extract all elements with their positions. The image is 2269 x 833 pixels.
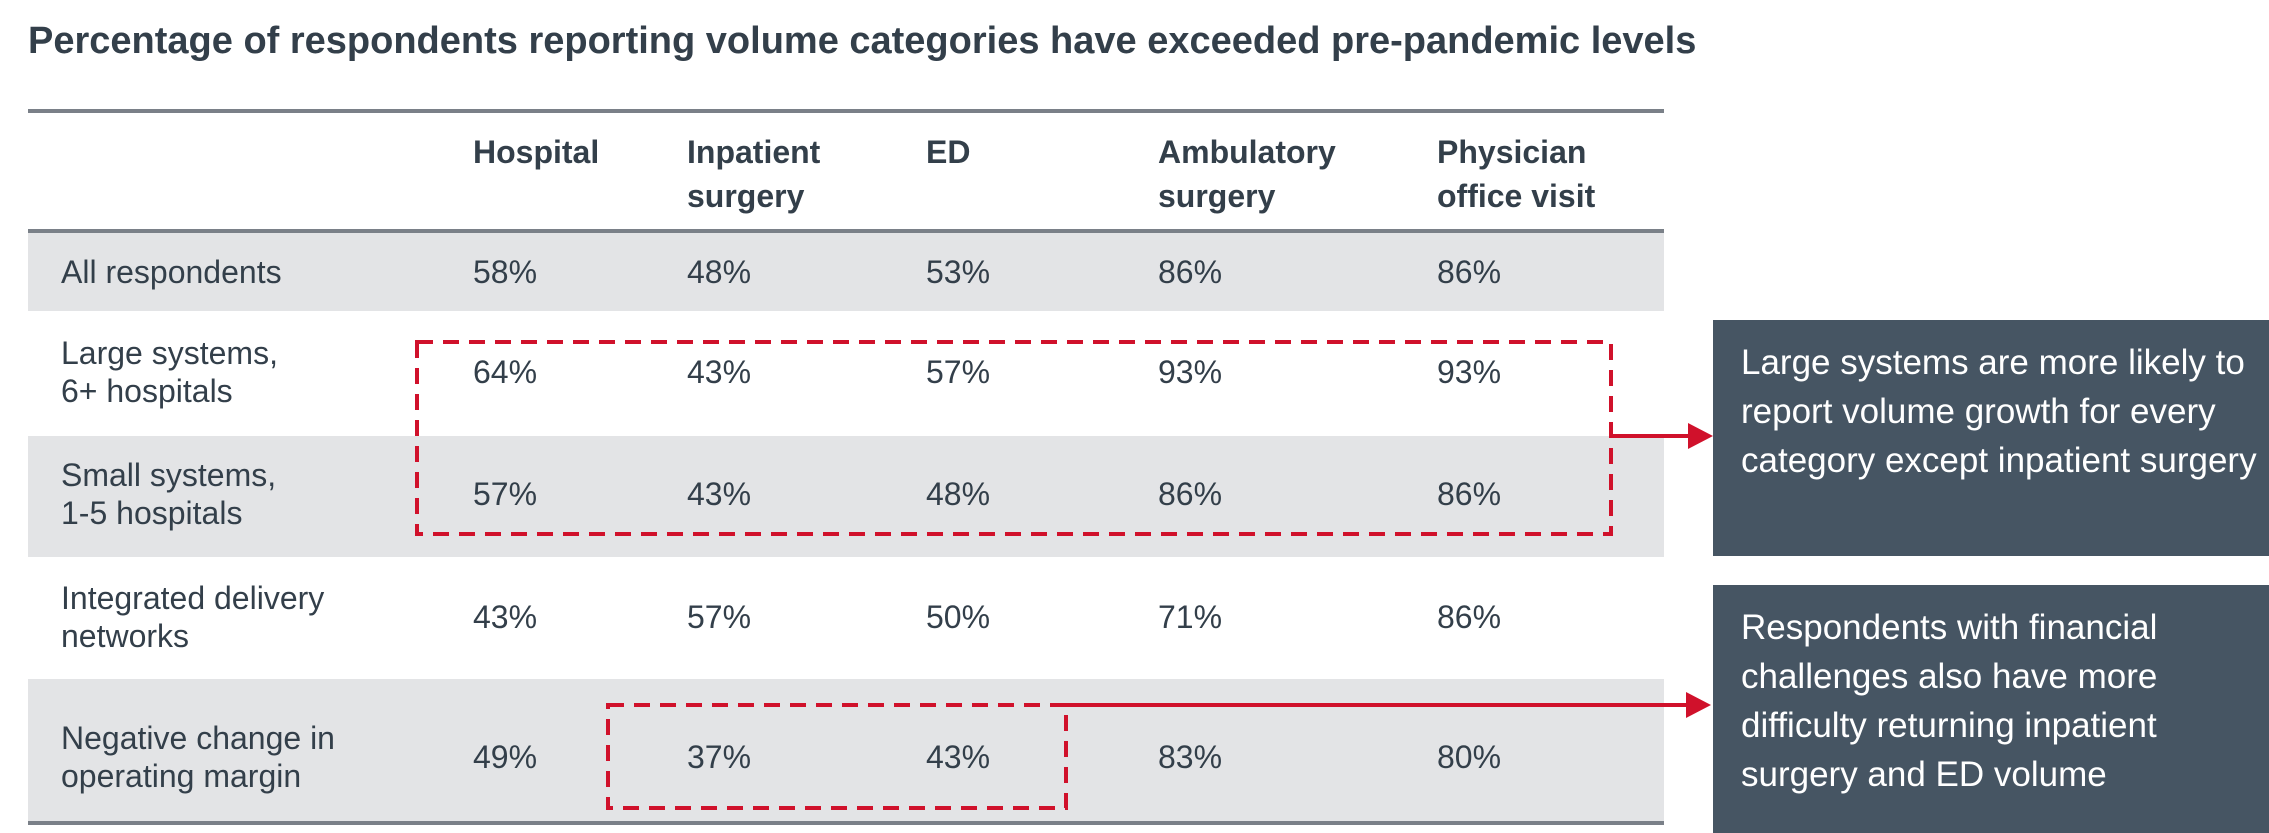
table-cell: 71% bbox=[1158, 599, 1223, 635]
table-cell: 43% bbox=[687, 354, 752, 390]
chart-title: Percentage of respondents reporting volu… bbox=[28, 20, 1697, 62]
column-header: Hospital bbox=[473, 134, 600, 170]
table-cell: 93% bbox=[1158, 354, 1223, 390]
row-label: Integrated delivery networks bbox=[61, 580, 325, 654]
highlight-box-systems bbox=[415, 340, 1613, 536]
row-bg-negative bbox=[28, 679, 1664, 821]
arrow-head-1 bbox=[1688, 423, 1713, 449]
table-cell: 58% bbox=[473, 254, 538, 290]
table-cell: 48% bbox=[926, 476, 991, 512]
row-label: Small systems, 1-5 hospitals bbox=[61, 457, 277, 531]
column-header: Ambulatory surgery bbox=[1158, 134, 1336, 214]
table-cell: 64% bbox=[473, 354, 538, 390]
column-header: ED bbox=[926, 134, 971, 170]
highlight-box-negative-margin bbox=[606, 703, 1068, 810]
table-cell: 93% bbox=[1437, 354, 1502, 390]
callout-financial-challenges: Respondents with financial challenges al… bbox=[1713, 585, 2269, 833]
row-label: All respondents bbox=[61, 254, 282, 290]
table-cell: 43% bbox=[926, 739, 991, 775]
bottom-rule bbox=[28, 821, 1664, 825]
table-cell: 43% bbox=[687, 476, 752, 512]
table-cell: 50% bbox=[926, 599, 991, 635]
arrow-head-2 bbox=[1686, 692, 1711, 718]
column-header: Physician office visit bbox=[1437, 134, 1596, 214]
table-cell: 57% bbox=[687, 599, 752, 635]
table-cell: 86% bbox=[1158, 254, 1223, 290]
table-cell: 48% bbox=[687, 254, 752, 290]
table-cell: 43% bbox=[473, 599, 538, 635]
table-cell: 86% bbox=[1437, 254, 1502, 290]
table-cell: 57% bbox=[473, 476, 538, 512]
row-label: Negative change in operating margin bbox=[61, 720, 335, 794]
callout-large-systems: Large systems are more likely to report … bbox=[1713, 320, 2269, 556]
table-cell: 86% bbox=[1158, 476, 1223, 512]
header-rule bbox=[28, 229, 1664, 233]
table-cell: 37% bbox=[687, 739, 752, 775]
table-cell: 83% bbox=[1158, 739, 1223, 775]
top-rule bbox=[28, 109, 1664, 113]
table-cell: 57% bbox=[926, 354, 991, 390]
table-cell: 86% bbox=[1437, 476, 1502, 512]
row-bg-all bbox=[28, 233, 1664, 311]
table-cell: 49% bbox=[473, 739, 538, 775]
column-header: Inpatient surgery bbox=[687, 134, 821, 214]
row-label: Large systems, 6+ hospitals bbox=[61, 335, 278, 409]
table-cell: 53% bbox=[926, 254, 991, 290]
row-bg-small bbox=[28, 436, 1664, 557]
table-cell: 86% bbox=[1437, 599, 1502, 635]
table-cell: 80% bbox=[1437, 739, 1502, 775]
